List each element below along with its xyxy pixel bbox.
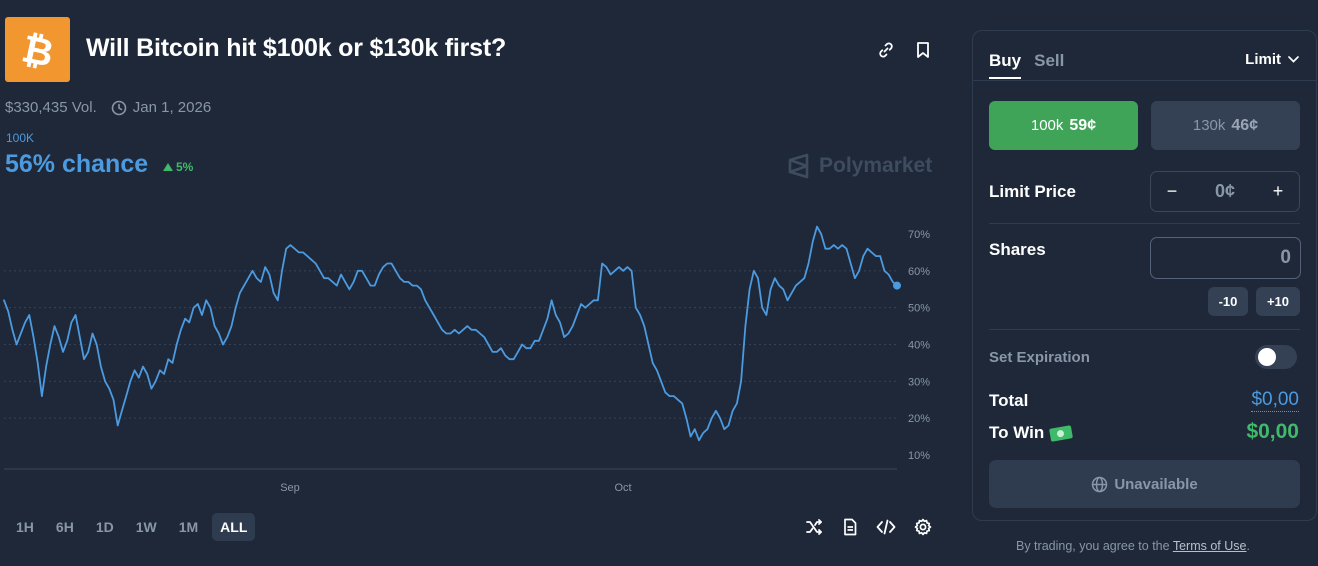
chance-change: 5% (163, 160, 193, 174)
outcome-100k-price: 59¢ (1069, 116, 1097, 134)
embed-code-icon[interactable] (876, 517, 896, 537)
to-win-text: To Win (989, 423, 1045, 442)
y-tick-label: 40% (908, 340, 930, 352)
y-tick-label: 30% (908, 376, 930, 388)
shuffle-icon[interactable] (804, 517, 824, 537)
x-tick-label: Sep (280, 482, 300, 494)
outcome-130k-price: 46¢ (1231, 116, 1259, 134)
shares-plus-10-button[interactable]: +10 (1256, 287, 1300, 316)
end-date: Jan 1, 2026 (132, 99, 212, 116)
disclaimer-text: By trading, you agree to the (1016, 539, 1170, 553)
settings-gear-icon[interactable] (913, 517, 933, 537)
chance-value: 56% chance (5, 150, 149, 178)
to-win-label: To Win (989, 423, 1074, 443)
chevron-down-icon (1288, 56, 1299, 63)
outcome-100k-button[interactable]: 100k 59¢ (989, 101, 1138, 150)
current-point-dot (893, 281, 901, 290)
trade-tabs: Buy Sell (989, 51, 1064, 79)
outcome-label: 100K (6, 131, 35, 145)
range-all-button[interactable]: ALL (212, 513, 256, 541)
unavailable-label: Unavailable (1114, 475, 1198, 493)
change-value: 5% (176, 160, 194, 174)
caret-up-icon (163, 163, 173, 171)
y-tick-label: 60% (908, 266, 930, 278)
trade-panel: Buy Sell Limit 100k 59¢ 130k 46¢ Limit P… (972, 30, 1317, 521)
y-tick-label: 10% (908, 450, 930, 462)
limit-divider (989, 223, 1300, 224)
tab-buy[interactable]: Buy (989, 51, 1022, 79)
total-value: $0,00 (1251, 389, 1299, 412)
bitcoin-icon: ₿ (18, 28, 57, 72)
globe-icon (1092, 476, 1108, 492)
terms-disclaimer: By trading, you agree to the Terms of Us… (1016, 539, 1250, 553)
shares-divider (989, 329, 1300, 330)
shares-input[interactable] (1150, 237, 1301, 279)
range-1h-button[interactable]: 1H (16, 519, 34, 535)
limit-price-stepper: − 0¢ + (1150, 171, 1300, 212)
limit-price-value[interactable]: 0¢ (1214, 181, 1236, 201)
range-1d-button[interactable]: 1D (95, 519, 114, 535)
range-selector: 1H 6H 1D 1W 1M ALL (8, 513, 256, 541)
shares-label: Shares (989, 240, 1046, 259)
y-tick-label: 50% (908, 303, 930, 315)
tabs-divider (973, 80, 1316, 81)
link-icon[interactable] (876, 40, 896, 60)
money-icon (1049, 425, 1074, 442)
polymarket-watermark: Polymarket (787, 153, 932, 179)
unavailable-button[interactable]: Unavailable (989, 460, 1300, 508)
disclaimer-end: . (1246, 539, 1250, 553)
y-tick-label: 20% (908, 413, 930, 425)
shares-minus-10-button[interactable]: -10 (1208, 287, 1248, 316)
watermark-text: Polymarket (819, 154, 933, 177)
to-win-value: $0,00 (1246, 420, 1299, 443)
terms-of-use-link[interactable]: Terms of Use (1172, 539, 1247, 553)
order-type-label: Limit (1245, 51, 1281, 68)
range-1m-button[interactable]: 1M (178, 519, 199, 535)
x-tick-label: Oct (614, 482, 631, 494)
outcome-100k-label: 100k (1030, 117, 1064, 134)
price-chart[interactable]: 70% 60% 50% 40% 30% 20% 10% Sep Oct (0, 215, 945, 500)
clock-icon (111, 100, 127, 116)
price-line (3, 225, 898, 442)
bitcoin-logo: ₿ (5, 17, 70, 82)
set-expiration-toggle[interactable] (1255, 345, 1297, 369)
market-title: Will Bitcoin hit $100k or $130k first? (86, 34, 507, 62)
set-expiration-label: Set Expiration (989, 349, 1090, 366)
outcome-130k-button[interactable]: 130k 46¢ (1151, 101, 1300, 150)
market-meta: $330,435 Vol. Jan 1, 2026 (5, 99, 211, 116)
outcome-130k-label: 130k (1192, 117, 1226, 134)
limit-price-label: Limit Price (989, 182, 1076, 201)
order-type-dropdown[interactable]: Limit (1245, 51, 1299, 68)
polymarket-logo-icon (788, 153, 809, 179)
bookmark-icon[interactable] (913, 40, 933, 60)
limit-price-increment-button[interactable]: + (1272, 181, 1284, 201)
total-label: Total (989, 391, 1029, 410)
volume-text: $330,435 Vol. (5, 99, 97, 116)
y-tick-label: 70% (908, 229, 930, 241)
limit-price-decrement-button[interactable]: − (1166, 181, 1178, 201)
document-icon[interactable] (840, 517, 860, 537)
tab-sell[interactable]: Sell (1034, 51, 1065, 70)
svg-text:₿: ₿ (18, 28, 57, 72)
toggle-knob (1258, 348, 1276, 366)
range-1w-button[interactable]: 1W (135, 519, 157, 535)
range-6h-button[interactable]: 6H (55, 519, 74, 535)
